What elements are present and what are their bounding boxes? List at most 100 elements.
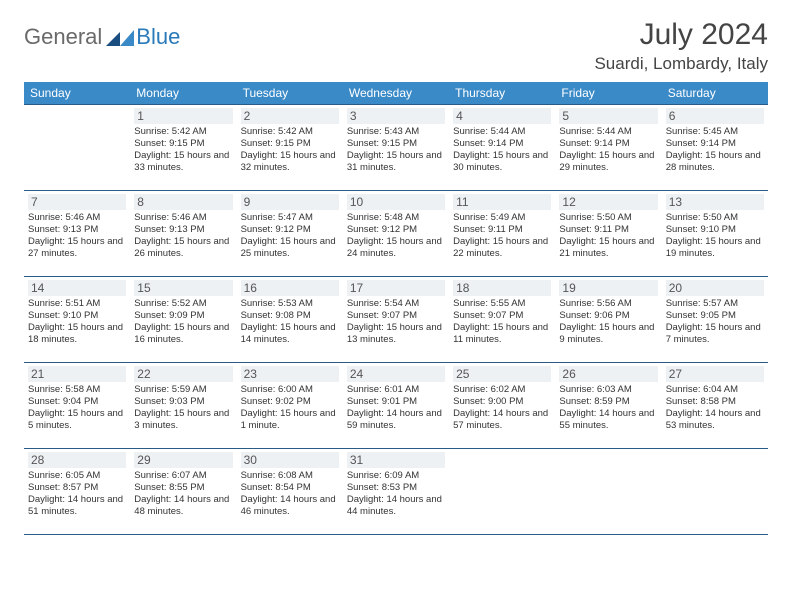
calendar-day-cell: 10 Sunrise: 5:48 AMSunset: 9:12 PMDayligh… [343, 191, 449, 277]
calendar-day-cell: 9 Sunrise: 5:47 AMSunset: 9:12 PMDaylight… [237, 191, 343, 277]
day-detail: Sunrise: 5:58 AMSunset: 9:04 PMDaylight:… [28, 384, 126, 432]
calendar-day-cell: 3Sunrise: 5:43 AMSunset: 9:15 PMDaylight… [343, 105, 449, 191]
calendar-day-cell: 20 Sunrise: 5:57 AMSunset: 9:05 PMDayligh… [662, 277, 768, 363]
calendar-day-cell: 2 Sunrise: 5:42 AMSunset: 9:15 PMDaylight… [237, 105, 343, 191]
calendar-day-cell: 7 Sunrise: 5:46 AMSunset: 9:13 PMDaylight… [24, 191, 130, 277]
day-number: 21 [28, 366, 126, 382]
calendar-day-cell: 24 Sunrise: 6:01 AMSunset: 9:01 PMDayligh… [343, 363, 449, 449]
brand-suffix: Blue [136, 24, 180, 50]
calendar-day-cell: 15 Sunrise: 5:52 AMSunset: 9:09 PMDayligh… [130, 277, 236, 363]
calendar-week-row: 1Sunrise: 5:42 AMSunset: 9:15 PMDaylight… [24, 105, 768, 191]
day-number: 14 [28, 280, 126, 296]
day-number: 30 [241, 452, 339, 468]
calendar-empty-cell [449, 449, 555, 535]
day-number: 29 [134, 452, 232, 468]
calendar-day-cell: 22Sunrise: 5:59 AMSunset: 9:03 PMDayligh… [130, 363, 236, 449]
day-detail: Sunrise: 5:44 AMSunset: 9:14 PMDaylight:… [453, 126, 551, 174]
calendar-header: SundayMondayTuesdayWednesdayThursdayFrid… [24, 82, 768, 105]
brand-logo: General Blue [24, 18, 180, 50]
calendar-day-cell: 13Sunrise: 5:50 AMSunset: 9:10 PMDayligh… [662, 191, 768, 277]
day-number: 12 [559, 194, 657, 210]
calendar-day-cell: 8 Sunrise: 5:46 AMSunset: 9:13 PMDaylight… [130, 191, 236, 277]
day-detail: Sunrise: 5:57 AMSunset: 9:05 PMDaylight:… [666, 298, 764, 346]
flag-icon [106, 28, 134, 46]
calendar-day-cell: 28 Sunrise: 6:05 AMSunset: 8:57 PMDayligh… [24, 449, 130, 535]
day-number: 9 [241, 194, 339, 210]
calendar-week-row: 7 Sunrise: 5:46 AMSunset: 9:13 PMDaylight… [24, 191, 768, 277]
day-detail: Sunrise: 6:04 AMSunset: 8:58 PMDaylight:… [666, 384, 764, 432]
calendar-day-cell: 21 Sunrise: 5:58 AMSunset: 9:04 PMDayligh… [24, 363, 130, 449]
brand-prefix: General [24, 24, 102, 50]
day-detail: Sunrise: 6:08 AMSunset: 8:54 PMDaylight:… [241, 470, 339, 518]
day-number: 23 [241, 366, 339, 382]
calendar-week-row: 14 Sunrise: 5:51 AMSunset: 9:10 PMDayligh… [24, 277, 768, 363]
day-number: 31 [347, 452, 445, 468]
day-number: 19 [559, 280, 657, 296]
calendar-day-cell: 29 Sunrise: 6:07 AMSunset: 8:55 PMDayligh… [130, 449, 236, 535]
weekday-header: Saturday [662, 82, 768, 105]
calendar-day-cell: 11 Sunrise: 5:49 AMSunset: 9:11 PMDayligh… [449, 191, 555, 277]
day-detail: Sunrise: 6:07 AMSunset: 8:55 PMDaylight:… [134, 470, 232, 518]
day-detail: Sunrise: 5:46 AMSunset: 9:13 PMDaylight:… [28, 212, 126, 260]
calendar-week-row: 21 Sunrise: 5:58 AMSunset: 9:04 PMDayligh… [24, 363, 768, 449]
title-block: July 2024 Suardi, Lombardy, Italy [594, 18, 768, 74]
day-number: 7 [28, 194, 126, 210]
day-detail: Sunrise: 5:45 AMSunset: 9:14 PMDaylight:… [666, 126, 764, 174]
day-detail: Sunrise: 5:51 AMSunset: 9:10 PMDaylight:… [28, 298, 126, 346]
weekday-header: Tuesday [237, 82, 343, 105]
day-detail: Sunrise: 5:49 AMSunset: 9:11 PMDaylight:… [453, 212, 551, 260]
day-detail: Sunrise: 5:55 AMSunset: 9:07 PMDaylight:… [453, 298, 551, 346]
calendar-week-row: 28 Sunrise: 6:05 AMSunset: 8:57 PMDayligh… [24, 449, 768, 535]
day-detail: Sunrise: 5:53 AMSunset: 9:08 PMDaylight:… [241, 298, 339, 346]
calendar-day-cell: 23Sunrise: 6:00 AMSunset: 9:02 PMDayligh… [237, 363, 343, 449]
day-detail: Sunrise: 5:50 AMSunset: 9:10 PMDaylight:… [666, 212, 764, 260]
weekday-header: Sunday [24, 82, 130, 105]
location-text: Suardi, Lombardy, Italy [594, 54, 768, 74]
calendar-day-cell: 5Sunrise: 5:44 AMSunset: 9:14 PMDaylight… [555, 105, 661, 191]
weekday-header: Monday [130, 82, 236, 105]
day-detail: Sunrise: 6:05 AMSunset: 8:57 PMDaylight:… [28, 470, 126, 518]
calendar-empty-cell [662, 449, 768, 535]
day-number: 11 [453, 194, 551, 210]
calendar-body: 1Sunrise: 5:42 AMSunset: 9:15 PMDaylight… [24, 105, 768, 535]
calendar-day-cell: 31Sunrise: 6:09 AMSunset: 8:53 PMDayligh… [343, 449, 449, 535]
day-number: 6 [666, 108, 764, 124]
day-number: 8 [134, 194, 232, 210]
day-detail: Sunrise: 5:43 AMSunset: 9:15 PMDaylight:… [347, 126, 445, 174]
weekday-header: Friday [555, 82, 661, 105]
day-number: 27 [666, 366, 764, 382]
day-detail: Sunrise: 5:52 AMSunset: 9:09 PMDaylight:… [134, 298, 232, 346]
day-number: 28 [28, 452, 126, 468]
day-number: 18 [453, 280, 551, 296]
calendar-day-cell: 16 Sunrise: 5:53 AMSunset: 9:08 PMDayligh… [237, 277, 343, 363]
day-number: 26 [559, 366, 657, 382]
day-detail: Sunrise: 5:50 AMSunset: 9:11 PMDaylight:… [559, 212, 657, 260]
day-detail: Sunrise: 5:47 AMSunset: 9:12 PMDaylight:… [241, 212, 339, 260]
day-number: 2 [241, 108, 339, 124]
day-detail: Sunrise: 6:01 AMSunset: 9:01 PMDaylight:… [347, 384, 445, 432]
day-number: 24 [347, 366, 445, 382]
calendar-day-cell: 27 Sunrise: 6:04 AMSunset: 8:58 PMDayligh… [662, 363, 768, 449]
day-number: 4 [453, 108, 551, 124]
day-detail: Sunrise: 5:42 AMSunset: 9:15 PMDaylight:… [241, 126, 339, 174]
calendar-day-cell: 30 Sunrise: 6:08 AMSunset: 8:54 PMDayligh… [237, 449, 343, 535]
calendar-table: SundayMondayTuesdayWednesdayThursdayFrid… [24, 82, 768, 535]
day-detail: Sunrise: 5:54 AMSunset: 9:07 PMDaylight:… [347, 298, 445, 346]
calendar-day-cell: 17 Sunrise: 5:54 AMSunset: 9:07 PMDayligh… [343, 277, 449, 363]
calendar-day-cell: 19Sunrise: 5:56 AMSunset: 9:06 PMDayligh… [555, 277, 661, 363]
weekday-header: Thursday [449, 82, 555, 105]
day-number: 20 [666, 280, 764, 296]
day-number: 10 [347, 194, 445, 210]
day-detail: Sunrise: 5:59 AMSunset: 9:03 PMDaylight:… [134, 384, 232, 432]
day-number: 15 [134, 280, 232, 296]
calendar-day-cell: 18 Sunrise: 5:55 AMSunset: 9:07 PMDayligh… [449, 277, 555, 363]
page-header: General Blue July 2024 Suardi, Lombardy,… [24, 18, 768, 74]
day-detail: Sunrise: 5:46 AMSunset: 9:13 PMDaylight:… [134, 212, 232, 260]
day-number: 17 [347, 280, 445, 296]
day-detail: Sunrise: 5:48 AMSunset: 9:12 PMDaylight:… [347, 212, 445, 260]
day-detail: Sunrise: 6:02 AMSunset: 9:00 PMDaylight:… [453, 384, 551, 432]
calendar-empty-cell [555, 449, 661, 535]
calendar-day-cell: 1Sunrise: 5:42 AMSunset: 9:15 PMDaylight… [130, 105, 236, 191]
day-detail: Sunrise: 6:03 AMSunset: 8:59 PMDaylight:… [559, 384, 657, 432]
day-number: 16 [241, 280, 339, 296]
